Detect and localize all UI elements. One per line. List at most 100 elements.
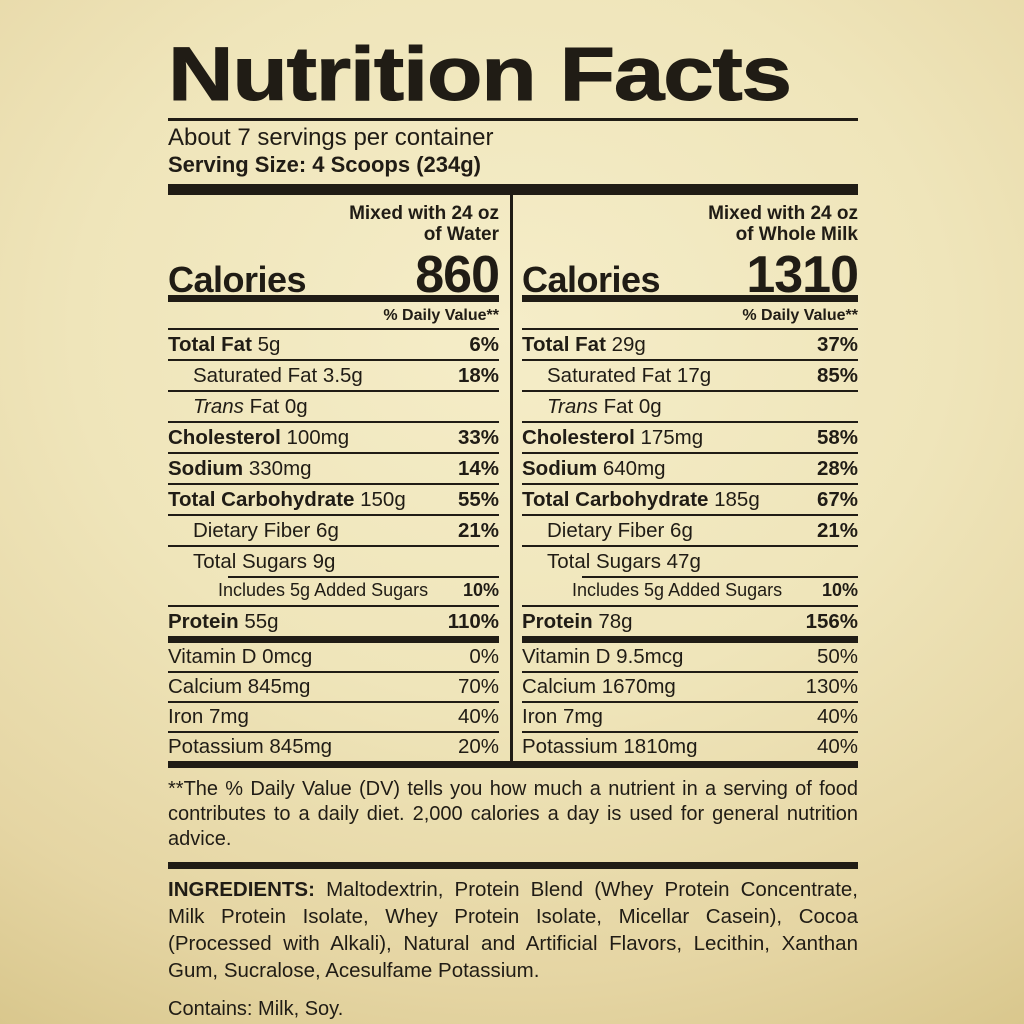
vitamin-rows-milk: Vitamin D 9.5mcg 50% Calcium 1670mg 130% Iro… <box>522 643 858 761</box>
nutrient-row: Vitamin D 9.5mcg 50% <box>522 643 858 671</box>
daily-value-percent: 40% <box>816 704 858 728</box>
daily-value-percent: 14% <box>457 456 499 480</box>
column-whole-milk: Mixed with 24 oz of Whole Milk Calories … <box>513 195 859 761</box>
nutrient-row: Total Fat 5g 6% <box>168 327 499 359</box>
nutrient-row: Trans Fat 0g <box>522 389 858 421</box>
daily-value-percent <box>852 547 858 576</box>
nutrient-row: Cholesterol 175mg 58% <box>522 420 858 452</box>
nutrient-row: Protein 55g 110% <box>168 604 499 636</box>
nutrient-name: Protein 55g <box>168 609 279 633</box>
nutrient-row: Dietary Fiber 6g 21% <box>522 513 858 545</box>
nutrient-row: Total Sugars 9g <box>168 544 499 576</box>
daily-value-percent <box>493 547 499 576</box>
nutrient-name: Iron 7mg <box>522 704 603 728</box>
serving-size: Serving Size: 4 Scoops (234g) <box>168 151 481 177</box>
calories-label: Calories <box>522 258 661 300</box>
indented-separator <box>582 575 858 578</box>
servings-per-container: About 7 servings per container <box>168 123 494 151</box>
comparison-columns: Mixed with 24 oz of Water Calories 860 %… <box>168 194 859 761</box>
nutrient-row: Potassium 845mg 20% <box>168 730 499 761</box>
nutrient-row: Sodium 640mg 28% <box>522 451 858 483</box>
daily-value-percent: 37% <box>816 332 858 356</box>
nutrient-name: Cholesterol 175mg <box>522 425 704 449</box>
nutrient-name: Total Fat 5g <box>168 332 281 356</box>
nutrient-row: Vitamin D 0mcg 0% <box>168 643 499 671</box>
nutrient-name: Dietary Fiber 6g <box>547 518 693 542</box>
daily-value-percent: 40% <box>816 734 858 758</box>
nutrient-rows-milk: Total Fat 29g 37% Saturated Fat 17g 85% Tran… <box>522 327 858 636</box>
indented-separator <box>228 575 499 578</box>
daily-value-percent: 55% <box>457 487 499 511</box>
daily-value-percent: 156% <box>805 609 858 633</box>
nutrient-name: Includes 5g Added Sugars <box>572 579 783 600</box>
nutrition-facts-panel: Nutrition Facts About 7 servings per con… <box>167 36 859 1021</box>
ingredients-text: Maltodextrin, Protein Blend (Whey Protei… <box>168 877 858 982</box>
column-water: Mixed with 24 oz of Water Calories 860 %… <box>168 194 513 761</box>
nutrient-name: Cholesterol 100mg <box>168 425 350 449</box>
daily-value-percent: 58% <box>816 425 858 449</box>
daily-value-percent: 110% <box>447 609 499 633</box>
nutrient-row: Total Carbohydrate 150g 55% <box>168 482 499 514</box>
nutrient-row: Dietary Fiber 6g 21% <box>168 513 499 545</box>
daily-value-percent: 85% <box>816 363 858 387</box>
nutrient-name: Sodium 640mg <box>522 456 666 480</box>
nutrient-name: Total Carbohydrate 150g <box>168 487 406 511</box>
thick-divider-top <box>168 183 858 195</box>
daily-value-percent <box>493 392 499 421</box>
nutrient-row: Protein 78g 156% <box>522 604 858 636</box>
nutrient-row: Cholesterol 100mg 33% <box>168 420 499 452</box>
nutrient-row: Includes 5g Added Sugars 10% <box>522 575 858 605</box>
medium-divider <box>522 635 858 643</box>
calories-value-water: 860 <box>415 245 500 304</box>
daily-value-percent: 28% <box>816 456 858 480</box>
nutrient-name: Protein 78g <box>522 609 633 633</box>
medium-divider <box>522 294 858 302</box>
nutrient-row: Includes 5g Added Sugars 10% <box>168 575 499 605</box>
thick-divider-ingredients <box>168 861 858 869</box>
ingredients-paragraph: INGREDIENTS: Maltodextrin, Protein Blend… <box>168 869 858 984</box>
medium-divider <box>168 294 499 302</box>
contains-statement: Contains: Milk, Soy. <box>168 997 344 1020</box>
nutrient-name: Includes 5g Added Sugars <box>218 579 429 600</box>
title-underline <box>168 117 858 121</box>
mixed-with-milk-label: Mixed with 24 oz of Whole Milk <box>522 195 858 245</box>
nutrient-row: Potassium 1810mg 40% <box>522 730 858 761</box>
daily-value-percent: 18% <box>457 363 499 387</box>
mixed-with-line2: of Water <box>423 223 499 245</box>
daily-value-percent: 70% <box>457 674 499 698</box>
nutrient-name: Dietary Fiber 6g <box>193 518 339 542</box>
nutrient-name: Total Carbohydrate 185g <box>522 487 760 511</box>
nutrient-name: Vitamin D 9.5mcg <box>522 644 684 668</box>
vitamin-rows-water: Vitamin D 0mcg 0% Calcium 845mg 70% Iron 7mg… <box>168 643 499 761</box>
nutrient-row: Saturated Fat 17g 85% <box>522 358 858 390</box>
nutrient-row: Calcium 845mg 70% <box>168 670 499 701</box>
mixed-with-water-label: Mixed with 24 oz of Water <box>168 195 499 245</box>
nutrient-name: Iron 7mg <box>168 704 249 728</box>
nutrient-row: Total Fat 29g 37% <box>522 327 858 359</box>
nutrient-row: Trans Fat 0g <box>168 389 499 421</box>
nutrient-name: Calcium 845mg <box>168 674 311 698</box>
calories-row-water: Calories 860 <box>168 245 500 304</box>
nutrient-row: Sodium 330mg 14% <box>168 451 499 483</box>
daily-value-percent: 67% <box>816 487 858 511</box>
nutrient-row: Saturated Fat 3.5g 18% <box>168 358 499 390</box>
daily-value-percent: 10% <box>462 579 499 600</box>
page-title: Nutrition Facts <box>167 32 792 117</box>
daily-value-header-water: % Daily Value** <box>383 306 499 324</box>
nutrient-row: Iron 7mg 40% <box>522 700 858 731</box>
nutrient-name: Total Sugars 47g <box>547 549 701 573</box>
ingredients-label: INGREDIENTS: <box>168 877 315 901</box>
calories-label: Calories <box>168 258 307 300</box>
nutrient-name: Total Fat 29g <box>522 332 646 356</box>
daily-value-percent: 50% <box>816 644 858 668</box>
mixed-with-line2: of Whole Milk <box>735 223 858 245</box>
mixed-with-line1: Mixed with 24 oz <box>349 202 499 224</box>
daily-value-percent: 33% <box>457 425 499 449</box>
nutrient-name: Saturated Fat 3.5g <box>193 363 363 387</box>
daily-value-percent: 40% <box>457 704 499 728</box>
nutrient-name: Vitamin D 0mcg <box>168 644 313 668</box>
nutrient-row: Calcium 1670mg 130% <box>522 670 858 701</box>
nutrient-rows-water: Total Fat 5g 6% Saturated Fat 3.5g 18% Trans… <box>168 327 499 636</box>
mixed-with-line1: Mixed with 24 oz <box>708 202 858 224</box>
nutrient-name: Calcium 1670mg <box>522 674 676 698</box>
